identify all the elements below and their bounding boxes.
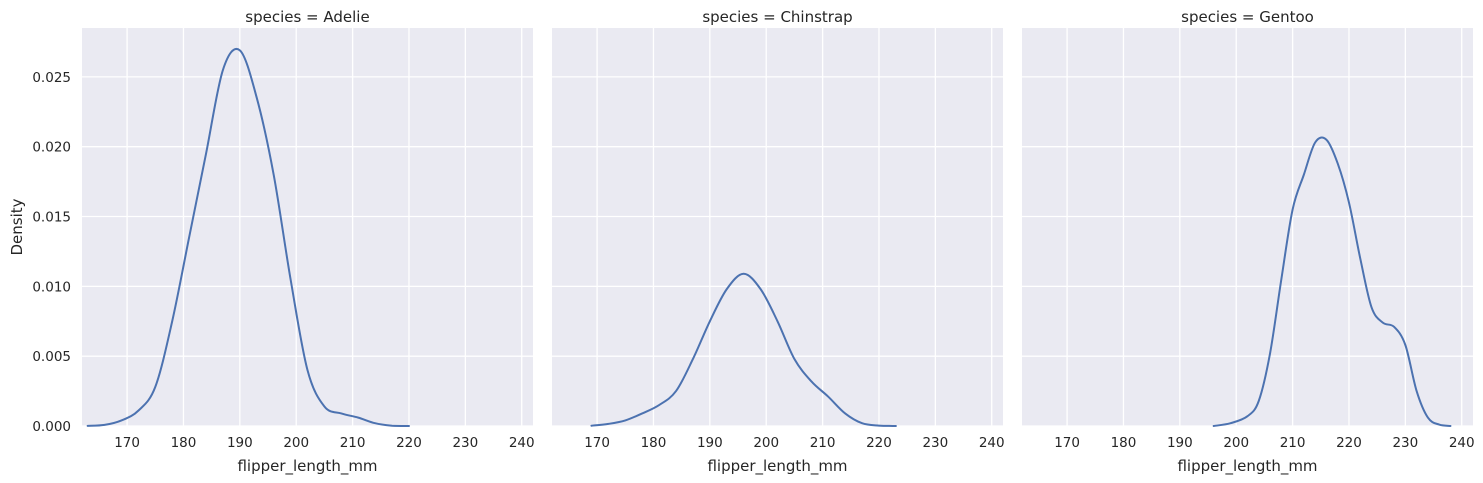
x-tick-label: 170 — [114, 435, 140, 451]
x-tick-label: 220 — [866, 435, 892, 451]
facet-title: species = Adelie — [245, 8, 369, 26]
panel-background — [552, 28, 1003, 426]
y-axis-label: Density — [8, 198, 26, 255]
x-axis-label: flipper_length_mm — [1177, 457, 1317, 476]
x-tick-label: 200 — [283, 435, 309, 451]
x-tick-label: 180 — [1111, 435, 1137, 451]
x-tick-label: 200 — [1223, 435, 1249, 451]
x-tick-label: 180 — [171, 435, 197, 451]
x-tick-label: 230 — [452, 435, 478, 451]
facet-panel-0: 170 180 190 200 210 220 230 240 0.000 0.005 0.010 0… — [8, 8, 535, 476]
x-tick-label: 230 — [922, 435, 948, 451]
kde-curve — [590, 272, 897, 427]
x-tick-label: 230 — [1392, 435, 1418, 451]
y-tick-label: 0.010 — [32, 279, 71, 295]
y-tick-label: 0.015 — [32, 210, 71, 226]
x-axis-label: flipper_length_mm — [237, 457, 377, 476]
x-tick-label: 210 — [1280, 435, 1306, 451]
x-tick-label: 190 — [227, 435, 253, 451]
y-tick-label: 0.005 — [32, 349, 71, 365]
y-tick-label: 0.020 — [32, 140, 71, 156]
y-tick-label: 0.000 — [32, 419, 71, 435]
x-tick-label: 170 — [1054, 435, 1080, 451]
x-tick-label: 240 — [509, 435, 535, 451]
x-tick-label: 180 — [641, 435, 667, 451]
x-tick-label: 210 — [340, 435, 366, 451]
panel-background — [1022, 28, 1473, 426]
x-tick-label: 240 — [979, 435, 1005, 451]
facet-panel-1: 170 180 190 200 210 220 230 240 flipper_length_m… — [552, 8, 1005, 476]
facet-title: species = Chinstrap — [702, 8, 852, 26]
panel-background — [82, 28, 533, 426]
x-tick-label: 190 — [697, 435, 723, 451]
x-axis-label: flipper_length_mm — [707, 457, 847, 476]
facet-panel-2: 170 180 190 200 210 220 230 240 flipper_length_m… — [1022, 8, 1475, 476]
x-tick-label: 240 — [1449, 435, 1475, 451]
x-tick-label: 220 — [396, 435, 422, 451]
facet-title: species = Gentoo — [1181, 8, 1314, 26]
x-tick-label: 190 — [1167, 435, 1193, 451]
x-tick-label: 170 — [584, 435, 610, 451]
x-tick-label: 220 — [1336, 435, 1362, 451]
x-tick-label: 210 — [810, 435, 836, 451]
y-tick-label: 0.025 — [32, 70, 71, 86]
kde-curve — [1212, 136, 1452, 427]
x-tick-label: 200 — [753, 435, 779, 451]
kde-curve — [86, 48, 410, 427]
